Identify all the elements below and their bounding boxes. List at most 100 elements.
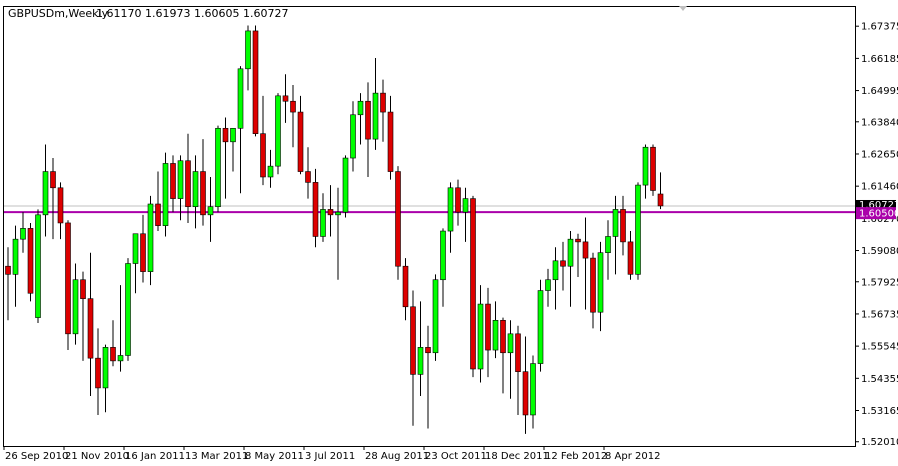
candle [552,247,559,310]
y-tick-label: 1.52010 [861,437,898,448]
candle-body-bear [590,257,596,313]
y-tick-label: 1.53165 [861,406,898,417]
candle-body-bear [27,228,34,294]
x-tick-label: 23 Oct 2011 [425,451,487,462]
candle [560,241,566,291]
candle-body-bear [155,203,161,226]
candle-body-bear [380,92,386,113]
candle-body-bear [95,357,101,389]
candle [177,155,184,221]
candle [642,144,649,199]
candle [605,220,611,280]
candle [417,301,424,397]
candle [575,233,581,278]
candle [200,139,206,226]
candle [597,241,604,332]
candle-body-bear [282,95,289,102]
candle [162,152,169,237]
candle-body-bull [462,198,469,213]
candle [545,268,551,307]
y-tick-label: 1.55545 [861,342,898,353]
candle-body-bull [335,211,341,216]
candle-body-bull [207,206,214,216]
candles [5,25,664,434]
candle-body-bear [657,193,664,207]
candle [185,133,191,223]
y-tick-label: 1.54355 [861,374,898,385]
y-tick-label: 1.56735 [861,309,898,320]
candle-body-bull [147,203,154,272]
candle-body-bear [582,241,589,259]
candle [455,179,461,226]
candle-body-bear [620,209,626,243]
candle [440,228,446,307]
candle [342,155,349,218]
shift-marker-icon[interactable] [679,6,687,11]
candle-body-bull [567,238,574,267]
candle [140,214,146,283]
candle-body-bull [275,95,281,167]
candle [222,117,229,199]
candle [207,176,214,242]
candle-body-bear [515,333,521,372]
candle-body-bull [440,230,446,281]
candle [387,95,394,180]
candle-body-bear [560,260,566,267]
candle-body-bear [140,233,146,272]
candle [500,317,506,394]
candle-body-bull [507,333,514,354]
candle-body-bear [305,171,311,183]
candle [395,166,401,280]
candle [320,193,326,242]
candle-body-bull [635,184,641,275]
candle [657,172,664,210]
candle [12,225,19,307]
candle-body-bull [530,363,536,416]
candle [507,320,514,399]
candle [20,212,26,253]
candle [192,155,199,229]
y-axis: 1.67375 1.66185 1.64995 1.63840 1.62650 1.614… [855,22,898,448]
candle [447,182,454,253]
candle-body-bear [87,298,94,359]
hline-price-tag-bg [856,207,896,220]
horizontal-lines [4,205,855,214]
candle-body-bull [350,114,356,159]
candle [477,285,484,383]
plot-border [3,6,856,447]
candle [170,155,176,213]
candle-body-bear [50,171,56,189]
candle [432,274,439,361]
candle [102,344,109,413]
candle [35,209,41,324]
candle-body-bull [320,209,326,237]
candle [402,258,409,321]
hline-price-tag-label: 1.60500 [859,209,898,220]
bid-price-tag: 1.60727 [856,199,898,211]
candle-body-bear [290,100,296,113]
candle [125,258,131,361]
candle-body-bear [425,347,431,354]
candle-body-bull [477,303,484,370]
candle [410,290,416,426]
candle-body-bull [537,290,544,364]
candle-body-bull [237,68,244,129]
candle-body-bear [185,160,191,208]
y-tick-label: 1.60270 [861,214,898,225]
candle [275,93,281,175]
candle [335,187,341,280]
candle [515,325,521,415]
candle-body-bear [627,241,634,275]
candle-body-bear [402,265,409,308]
candle-body-bear [260,133,266,178]
candle-body-bear [410,306,416,375]
candle [42,144,49,237]
candle-body-bear [200,171,206,216]
candle-body-bull [102,347,109,389]
candle-body-bear [470,198,476,370]
candle-body-bull [605,236,611,253]
x-tick-label: 8 May 2011 [245,451,304,462]
